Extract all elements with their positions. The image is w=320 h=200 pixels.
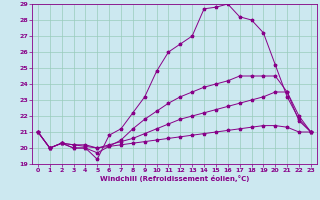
X-axis label: Windchill (Refroidissement éolien,°C): Windchill (Refroidissement éolien,°C) — [100, 175, 249, 182]
